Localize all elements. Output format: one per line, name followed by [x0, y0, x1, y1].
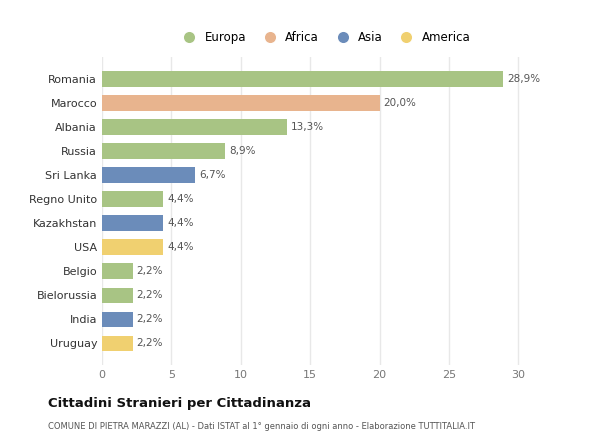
Bar: [102, 143, 226, 159]
Bar: [102, 191, 163, 207]
Text: 2,2%: 2,2%: [137, 338, 163, 348]
Text: 4,4%: 4,4%: [167, 194, 194, 204]
Legend: Europa, Africa, Asia, America: Europa, Africa, Asia, America: [173, 26, 475, 48]
Text: 6,7%: 6,7%: [199, 170, 226, 180]
Text: 8,9%: 8,9%: [230, 146, 256, 156]
Text: 2,2%: 2,2%: [137, 290, 163, 301]
Text: 20,0%: 20,0%: [383, 98, 416, 108]
Bar: [102, 95, 380, 111]
Text: 2,2%: 2,2%: [137, 314, 163, 324]
Bar: [102, 336, 133, 351]
Bar: [102, 287, 133, 303]
Text: COMUNE DI PIETRA MARAZZI (AL) - Dati ISTAT al 1° gennaio di ogni anno - Elaboraz: COMUNE DI PIETRA MARAZZI (AL) - Dati IST…: [48, 422, 475, 431]
Text: 13,3%: 13,3%: [291, 122, 324, 132]
Text: Cittadini Stranieri per Cittadinanza: Cittadini Stranieri per Cittadinanza: [48, 397, 311, 410]
Text: 4,4%: 4,4%: [167, 242, 194, 252]
Bar: [102, 239, 163, 255]
Bar: [102, 216, 163, 231]
Text: 2,2%: 2,2%: [137, 266, 163, 276]
Text: 4,4%: 4,4%: [167, 218, 194, 228]
Bar: [102, 264, 133, 279]
Bar: [102, 167, 195, 183]
Bar: [102, 312, 133, 327]
Bar: [102, 71, 503, 87]
Bar: [102, 119, 287, 135]
Text: 28,9%: 28,9%: [507, 74, 540, 84]
